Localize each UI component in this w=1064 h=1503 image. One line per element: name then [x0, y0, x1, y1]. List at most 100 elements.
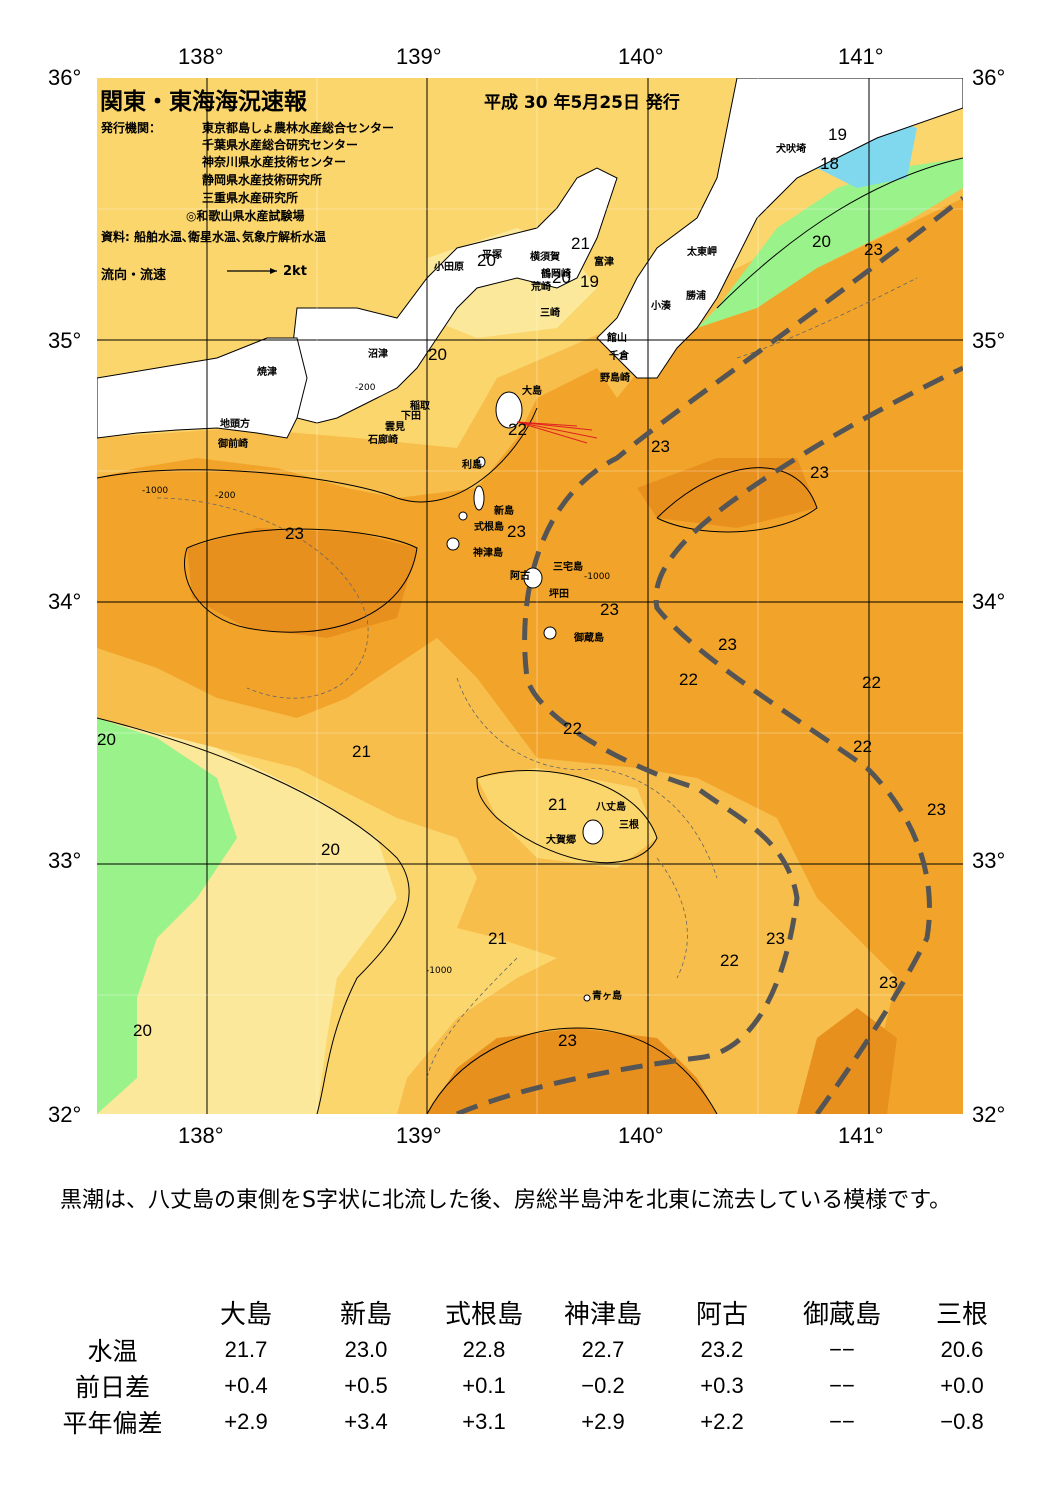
contour-label: 20	[428, 345, 447, 364]
place-label: 石廊崎	[368, 435, 398, 446]
place-label: 犬吠埼	[776, 144, 806, 155]
contour-label: 20	[321, 840, 340, 859]
sst-core-23	[187, 528, 417, 638]
contour-label: 23	[600, 600, 619, 619]
map-title: 関東・東海海況速報	[100, 89, 307, 115]
table-cell: 21.7	[224, 1337, 268, 1362]
island-oshima	[495, 391, 523, 429]
lon-tick-top: 138°	[178, 44, 224, 69]
table-cell: +2.9	[581, 1409, 625, 1434]
temperature-contours	[97, 157, 963, 1114]
contour-label: 22	[563, 719, 582, 738]
table-row: 平年偏差 +2.9 +3.4 +3.1 +2.9 +2.2 −− −0.8	[40, 1404, 1021, 1440]
contour-label: 23	[766, 929, 785, 948]
row-header: 水温	[87, 1337, 138, 1366]
column-header: 神津島	[563, 1299, 642, 1330]
kuroshio-axis	[456, 196, 963, 1114]
lat-tick-right: 34°	[972, 589, 1006, 614]
depth-label: -200	[215, 491, 236, 501]
place-label: 焼津	[257, 367, 277, 378]
table-cell: −−	[829, 1373, 855, 1398]
contour-label: 19	[828, 125, 847, 144]
lat-tick-left: 35°	[48, 328, 82, 353]
table-cell: +2.2	[700, 1409, 744, 1434]
publisher: 神奈川県水産技術センター	[202, 155, 347, 169]
place-label: 鶴岡崎	[541, 269, 571, 280]
flow-legend-scale: 2kt	[283, 264, 307, 279]
sst-zone-19	[97, 718, 237, 1114]
contour-label: 22	[720, 951, 739, 970]
publisher: 三重県水産研究所	[202, 191, 299, 205]
column-header: 大島	[219, 1299, 272, 1330]
land-shizuoka	[97, 337, 308, 439]
lon-tick-top: 139°	[396, 44, 442, 69]
contour-label: 23	[507, 522, 526, 541]
contour-label: 23	[558, 1031, 577, 1050]
place-label: 御蔵島	[574, 633, 604, 644]
column-header: 三根	[935, 1299, 988, 1330]
lat-tick-right: 35°	[972, 328, 1006, 353]
flow-scale-arrowhead	[270, 268, 277, 274]
place-label: 平塚	[482, 250, 502, 261]
observation-table: 大島 新島 式根島 神津島 阿古 御蔵島 三根 水温 21.7 23.0 22.…	[40, 1292, 1021, 1440]
table-cell: 22.8	[462, 1337, 506, 1362]
lon-tick-bottom: 140°	[618, 1123, 664, 1148]
lat-tick-left: 33°	[48, 848, 82, 873]
sst-zone-21-strip	[477, 768, 657, 868]
sst-zone-19	[697, 158, 963, 328]
depth-label: -200	[355, 383, 376, 393]
island-toshima	[476, 456, 486, 468]
place-label: 下田	[401, 411, 421, 422]
sst-zone-23	[97, 198, 963, 1114]
place-label: 式根島	[474, 522, 504, 533]
current-vectors	[516, 421, 598, 444]
publisher: 東京都島しょ農林水産総合センター	[202, 121, 395, 135]
table-corner	[40, 1292, 185, 1332]
table-cell: 22.7	[581, 1337, 625, 1362]
place-label: 御前崎	[218, 439, 248, 450]
contour-label: 20	[97, 730, 116, 749]
table-cell: +3.1	[462, 1409, 506, 1434]
table-cell: +0.3	[700, 1373, 744, 1398]
table-cell: −−	[829, 1409, 855, 1434]
data-sources: 資料: 船舶水温､衛星水温､気象庁解析水温	[101, 230, 326, 244]
sst-core-23	[797, 1008, 897, 1114]
lat-lon-grid	[97, 78, 963, 1114]
summary-text: 黒潮は、八丈島の東側をS字状に北流した後、房総半島沖を北東に流去している模様です…	[60, 1188, 952, 1213]
islands	[446, 391, 604, 1002]
column-header: 阿古	[695, 1299, 748, 1330]
place-label: 野島崎	[600, 373, 630, 384]
sea-temperature-map	[97, 78, 963, 1114]
depth-label: -1000	[426, 966, 453, 976]
place-label: 千倉	[609, 351, 629, 362]
place-label: 横須賀	[530, 252, 560, 263]
place-label: 小湊	[651, 301, 671, 312]
lon-tick-bottom: 138°	[178, 1123, 224, 1148]
contour-label: 23	[651, 437, 670, 456]
table-cell: −−	[829, 1337, 855, 1362]
sst-core-23	[427, 1028, 717, 1114]
table-cell: 23.0	[344, 1337, 388, 1362]
land-boso	[596, 78, 963, 379]
island-shikinejima	[458, 511, 468, 521]
contour-label: 21	[548, 795, 567, 814]
table-cell: +0.5	[344, 1373, 388, 1398]
contour-label: 18	[820, 154, 839, 173]
place-label: 雲見	[385, 422, 405, 433]
island-hachijojima	[582, 819, 604, 845]
depth-label: -1000	[142, 486, 169, 496]
table-cell: +3.4	[344, 1409, 388, 1434]
place-label: 沼津	[368, 349, 388, 360]
place-label: 坪田	[549, 589, 569, 600]
publisher: 静岡県水産技術研究所	[202, 173, 323, 187]
table-cell: +0.0	[940, 1373, 984, 1398]
place-label: 新島	[494, 506, 514, 517]
contour-label: 23	[879, 973, 898, 992]
column-header: 新島	[339, 1299, 392, 1330]
column-header: 式根島	[444, 1299, 523, 1330]
table-cell: −0.2	[581, 1373, 625, 1398]
lat-tick-left: 32°	[48, 1102, 82, 1127]
depth-label: -1000	[584, 572, 611, 582]
contour-label: 21	[571, 234, 590, 253]
place-label: 利島	[462, 460, 482, 471]
